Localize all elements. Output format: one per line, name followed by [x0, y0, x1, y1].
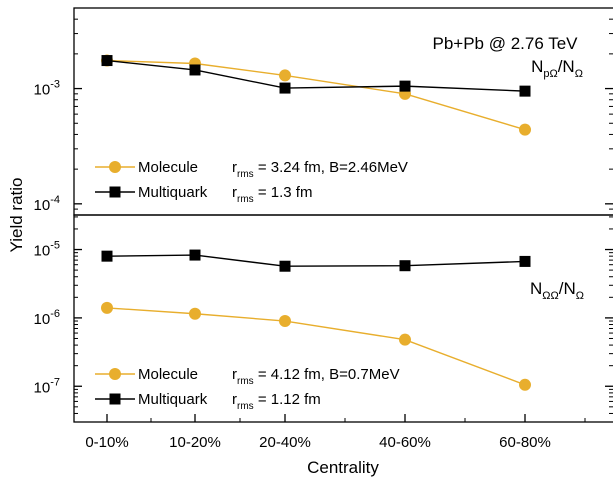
- x-axis-label: Centrality: [307, 458, 379, 477]
- legend-desc: rrms = 1.3 fm: [232, 184, 312, 205]
- x-axis: 0-10% 10-20% 20-40% 40-60% 60-80%: [85, 414, 586, 451]
- data-point-molecule: [101, 301, 113, 314]
- series-line-molecule: [106, 59, 526, 131]
- data-point-molecule: [279, 69, 291, 82]
- data-point-molecule: [519, 378, 531, 391]
- legend-marker: [109, 161, 121, 173]
- ratio-label: NΩΩ/NΩ: [530, 279, 584, 302]
- series-line-multiquark: [106, 254, 526, 267]
- legend-marker: [109, 186, 121, 198]
- legend-desc: rrms = 4.12 fm, B=0.7MeV: [232, 366, 400, 387]
- ratio-label: NpΩ/NΩ: [531, 57, 583, 80]
- legend-label: Multiquark: [138, 391, 208, 408]
- data-point-multiquark: [519, 255, 531, 267]
- data-point-multiquark: [399, 260, 411, 272]
- bottom-panel: 10-5 10-6 10-7 Molecule rrms = 4.12 fm, B=0.…: [34, 214, 613, 423]
- legend-desc: rrms = 1.12 fm: [232, 391, 321, 412]
- legend-marker: [109, 393, 121, 405]
- x-tick-label: 60-80%: [499, 434, 551, 451]
- data-point-molecule: [519, 123, 531, 136]
- data-point-multiquark: [279, 260, 291, 272]
- legend-label: Multiquark: [138, 184, 208, 201]
- legend-marker: [109, 368, 121, 380]
- data-point-molecule: [189, 307, 201, 320]
- data-point-multiquark: [189, 249, 201, 261]
- y-tick-label: 10-4: [34, 194, 60, 214]
- legend-label: Molecule: [138, 159, 198, 176]
- top-panel: 10-3 10-4 Molecule rrms = 3.24 fm, B=2.46Me…: [34, 7, 613, 216]
- data-point-multiquark: [101, 55, 113, 67]
- x-tick-label: 20-40%: [259, 434, 311, 451]
- data-point-multiquark: [101, 250, 113, 262]
- legend-label: Molecule: [138, 366, 198, 383]
- y-tick-label: 10-3: [34, 79, 60, 99]
- panel-title: Pb+Pb @ 2.76 TeV: [432, 34, 578, 53]
- y-axis-label: Yield ratio: [7, 178, 26, 253]
- data-point-multiquark: [519, 85, 531, 97]
- series-line-multiquark: [106, 59, 526, 92]
- y-tick-label: 10-6: [34, 308, 60, 328]
- data-point-multiquark: [399, 80, 411, 92]
- y-tick-label: 10-7: [34, 376, 60, 396]
- data-point-multiquark: [189, 64, 201, 76]
- x-tick-label: 0-10%: [85, 434, 128, 451]
- y-tick-label: 10-5: [34, 240, 60, 260]
- data-point-molecule: [399, 333, 411, 346]
- x-tick-label: 40-60%: [379, 434, 431, 451]
- data-point-multiquark: [279, 82, 291, 94]
- data-point-molecule: [279, 315, 291, 328]
- x-tick-label: 10-20%: [169, 434, 221, 451]
- legend-desc: rrms = 3.24 fm, B=2.46MeV: [232, 159, 408, 180]
